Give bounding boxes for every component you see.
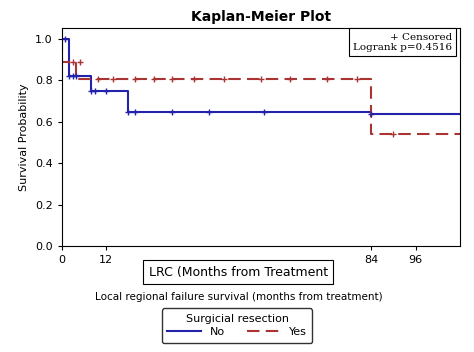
Text: Local regional failure survival (months from treatment): Local regional failure survival (months … [95, 292, 382, 302]
Text: LRC (Months from Treatment: LRC (Months from Treatment [149, 266, 328, 279]
Text: + Censored
Logrank p=0.4516: + Censored Logrank p=0.4516 [353, 32, 452, 52]
Legend: No, Yes: No, Yes [162, 308, 312, 343]
Y-axis label: Survival Probability: Survival Probability [19, 83, 29, 191]
Title: Kaplan-Meier Plot: Kaplan-Meier Plot [191, 10, 331, 24]
